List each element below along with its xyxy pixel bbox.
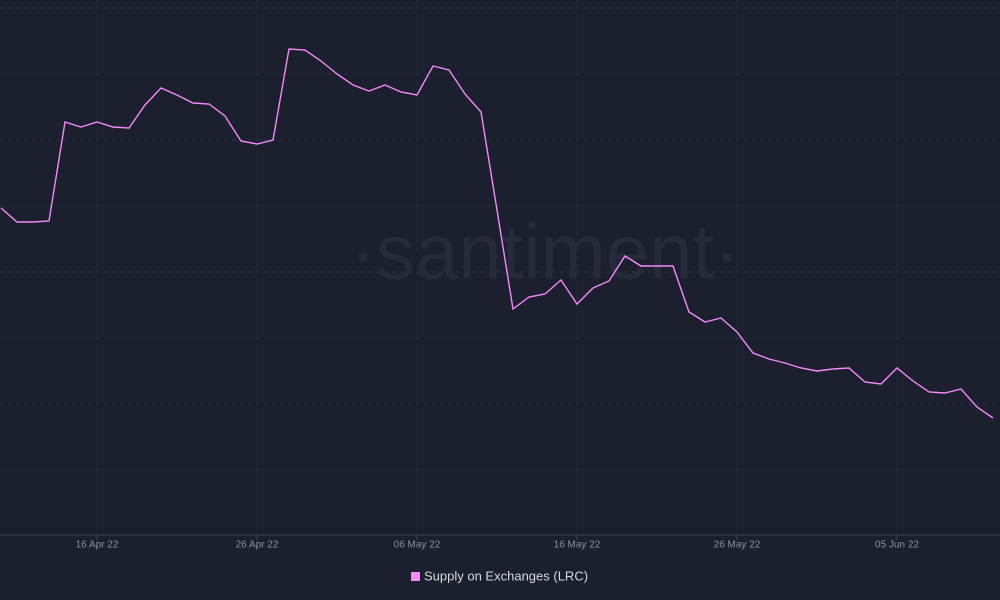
- x-tick-label: 06 May 22: [394, 540, 441, 551]
- x-tick-label: 26 May 22: [714, 540, 761, 551]
- legend-swatch: [411, 572, 420, 581]
- x-tick-label: 16 Apr 22: [76, 540, 119, 551]
- line: [0, 48, 994, 419]
- x-tick-label: 16 May 22: [554, 540, 601, 551]
- x-tick-label: 26 Apr 22: [236, 540, 279, 551]
- x-tick-label: 05 Jun 22: [875, 540, 919, 551]
- legend-label: Supply on Exchanges (LRC): [424, 568, 588, 583]
- h-grid: [0, 7, 1000, 471]
- watermark: ·santiment·: [350, 208, 740, 296]
